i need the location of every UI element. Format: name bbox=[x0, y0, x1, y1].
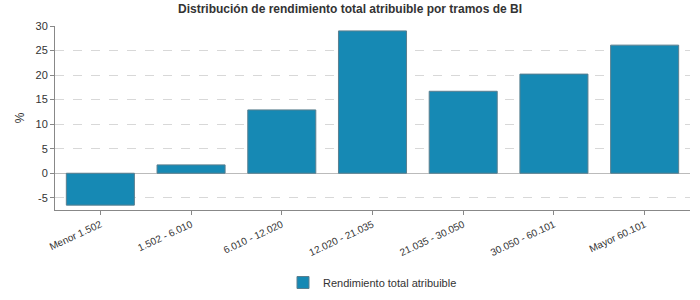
svg-text:Mayor 60.101: Mayor 60.101 bbox=[588, 218, 648, 254]
svg-text:25: 25 bbox=[36, 44, 48, 56]
svg-text:30: 30 bbox=[36, 20, 48, 32]
svg-text:Rendimiento total atribuible: Rendimiento total atribuible bbox=[323, 277, 456, 289]
svg-text:10: 10 bbox=[36, 118, 48, 130]
svg-text:-5: -5 bbox=[38, 192, 48, 204]
svg-text:5: 5 bbox=[42, 143, 48, 155]
svg-text:Distribución de rendimiento to: Distribución de rendimiento total atribu… bbox=[178, 2, 522, 16]
svg-text:%: % bbox=[13, 112, 27, 123]
svg-text:6.010 - 12.020: 6.010 - 12.020 bbox=[222, 218, 286, 255]
svg-text:1.502 - 6.010: 1.502 - 6.010 bbox=[136, 218, 194, 253]
svg-text:Menor 1.502: Menor 1.502 bbox=[48, 218, 104, 252]
svg-text:21.035 - 30.050: 21.035 - 30.050 bbox=[398, 218, 467, 258]
svg-text:30.050 - 60.101: 30.050 - 60.101 bbox=[489, 218, 558, 258]
svg-text:20: 20 bbox=[36, 69, 48, 81]
svg-text:12.020 - 21.035: 12.020 - 21.035 bbox=[307, 218, 376, 258]
svg-text:15: 15 bbox=[36, 93, 48, 105]
svg-text:0: 0 bbox=[42, 167, 48, 179]
